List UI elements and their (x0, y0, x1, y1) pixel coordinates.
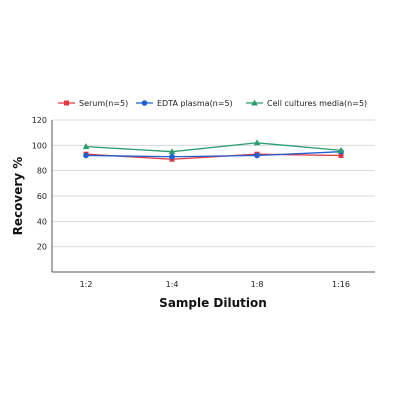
gridlines (52, 119, 375, 248)
data-point (253, 139, 261, 146)
x-tick-label: 1:16 (332, 280, 350, 289)
data-point (338, 152, 344, 158)
y-tick-labels: 20 40 60 80 100 120 (32, 116, 47, 252)
legend-item: EDTA plasma(n=5) (136, 99, 233, 108)
legend: Serum(n=5) EDTA plasma(n=5) Cell cultures … (58, 99, 367, 108)
series-circle (83, 148, 344, 160)
legend-label: Serum(n=5) (79, 99, 128, 108)
x-tick-label: 1:8 (251, 280, 264, 289)
data-point (254, 152, 260, 159)
data-point (82, 143, 90, 150)
legend-item: Cell cultures media(n=5) (246, 99, 367, 108)
y-tick-label: 20 (37, 243, 47, 252)
y-tick-label: 80 (37, 167, 47, 176)
data-point (337, 146, 345, 153)
legend-marker (64, 100, 69, 106)
x-tick-label: 1:2 (80, 280, 93, 289)
series-line (85, 151, 342, 158)
data-point (169, 153, 175, 160)
series-layer (82, 139, 345, 162)
series-triangle (82, 139, 345, 155)
x-axis-title: Sample Dilution (159, 296, 267, 310)
y-tick-label: 100 (32, 141, 47, 150)
series-line (85, 142, 342, 153)
y-axis-title: Recovery % (11, 157, 25, 236)
legend-label: Cell cultures media(n=5) (267, 99, 367, 108)
x-tick-labels: 1:2 1:4 1:8 1:16 (80, 280, 350, 289)
y-tick-label: 120 (32, 116, 47, 125)
legend-marker (251, 99, 258, 106)
data-point (83, 152, 89, 159)
y-tick-label: 40 (37, 217, 47, 226)
x-tick-label: 1:4 (166, 280, 179, 289)
legend-marker (141, 100, 148, 106)
data-point (168, 148, 176, 155)
y-tick-label: 60 (37, 192, 47, 201)
legend-item: Serum(n=5) (58, 99, 128, 108)
axes (51, 120, 375, 273)
legend-label: EDTA plasma(n=5) (157, 99, 233, 108)
